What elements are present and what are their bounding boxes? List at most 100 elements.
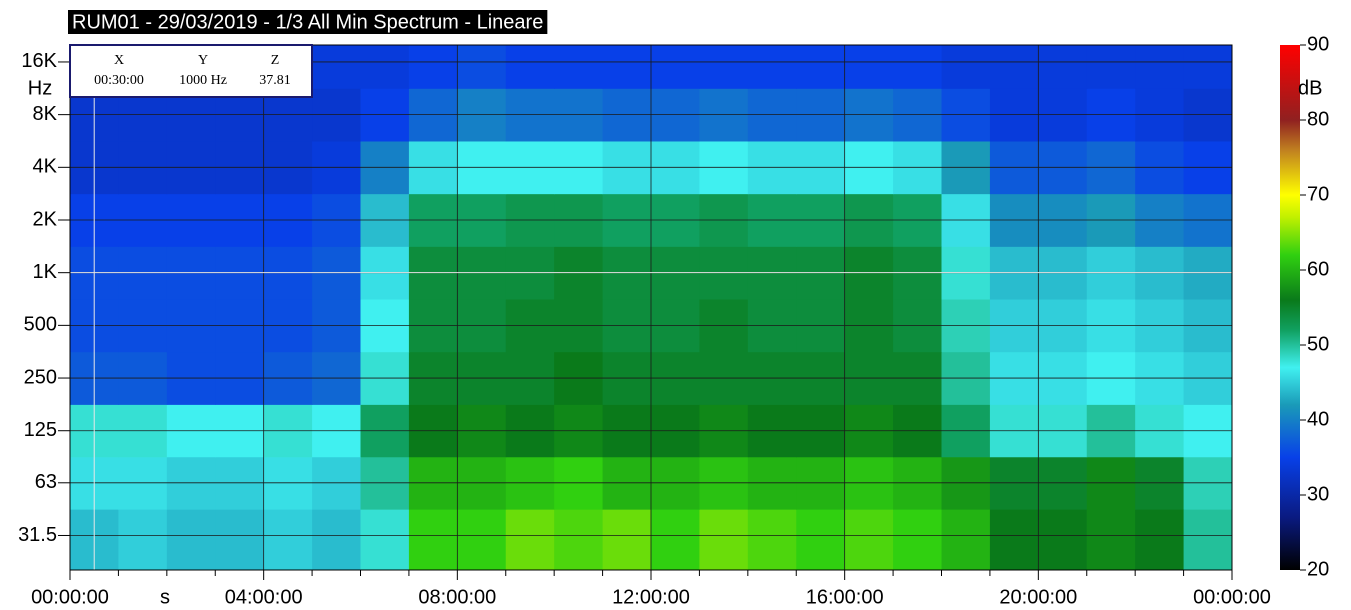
colorbar [1280, 45, 1300, 570]
heat-cell [1135, 509, 1185, 570]
heat-cell [1183, 45, 1232, 89]
heat-cell [408, 509, 458, 570]
cursor-field-name: Y [198, 53, 208, 68]
heat-cell [505, 456, 555, 510]
heat-cell [1086, 509, 1136, 570]
heat-cell [554, 45, 604, 89]
heat-cell [554, 456, 604, 510]
heat-cell [215, 456, 265, 510]
cursor-field-name: X [114, 53, 124, 68]
x-tick-label: 04:00:00 [225, 586, 303, 608]
x-tick-label: 00:00:00 [1193, 586, 1271, 608]
y-tick-label: 4K [33, 156, 58, 178]
y-tick-label: 250 [24, 366, 57, 388]
colorbar-tick-label: 30 [1307, 483, 1329, 505]
x-tick-label: 00:00:00 [31, 586, 109, 608]
heat-cell [408, 45, 458, 89]
heat-cell [215, 509, 265, 570]
heat-cell [312, 509, 361, 570]
heat-cell [651, 456, 700, 510]
heat-cell [747, 45, 797, 89]
heat-cell [1086, 456, 1136, 510]
heat-cell [1135, 45, 1185, 89]
heat-cell [989, 456, 1039, 510]
y-tick-label: 500 [24, 314, 57, 336]
heat-cell [796, 509, 846, 570]
heat-cell [796, 456, 846, 510]
heat-cell [457, 45, 507, 89]
heat-cell [360, 509, 410, 570]
heat-cell [457, 456, 507, 510]
colorbar-tick-label: 20 [1307, 558, 1329, 580]
title-background [68, 10, 548, 34]
heat-cell [602, 509, 652, 570]
heat-cell [1135, 456, 1185, 510]
y-tick-label: 63 [35, 471, 57, 493]
y-tick-label: 8K [33, 103, 58, 125]
heat-cell [118, 509, 168, 570]
colorbar-tick-label: 40 [1307, 408, 1329, 430]
colorbar-tick-label: 60 [1307, 258, 1329, 280]
cursor-info: X 00:30:00 Y 1000 Hz Z 37.81 [69, 44, 313, 98]
cursor-info-box [69, 44, 313, 98]
y-tick-label: 2K [33, 208, 58, 230]
heat-cell [166, 509, 216, 570]
grid [69, 45, 1233, 570]
x-tick-label: 12:00:00 [612, 586, 690, 608]
y-tick-label: 16K [21, 50, 57, 72]
heat-cell [844, 509, 894, 570]
heat-cell [312, 456, 361, 510]
heat-cell [1038, 45, 1088, 89]
cursor-field-value: 1000 Hz [179, 73, 227, 88]
chart-title: RUM01 - 29/03/2019 - 1/3 All Min Spectru… [72, 11, 543, 33]
heat-cell [505, 509, 555, 570]
heat-cell [505, 45, 555, 89]
colorbar-tick-label: 50 [1307, 333, 1329, 355]
heat-cell [651, 509, 700, 570]
heat-cell [118, 456, 168, 510]
colorbar-tick-label: 80 [1307, 108, 1329, 130]
heat-cell [1038, 509, 1088, 570]
heat-cell [699, 509, 749, 570]
heat-cell [844, 45, 894, 89]
heat-cell [651, 45, 700, 89]
heat-cell [263, 509, 313, 570]
heat-cell [844, 456, 894, 510]
heat-cell [360, 456, 410, 510]
heat-cell [893, 45, 942, 89]
cursor-field-value: 37.81 [259, 73, 291, 88]
heat-cell [893, 456, 942, 510]
heat-cell [989, 509, 1039, 570]
heat-cell [408, 456, 458, 510]
y-axis-unit: Hz [28, 77, 52, 99]
heat-cell [1038, 456, 1088, 510]
heat-cell [1183, 509, 1232, 570]
heat-cell [699, 456, 749, 510]
x-tick-label: 08:00:00 [418, 586, 496, 608]
heat-cell [602, 456, 652, 510]
heat-cell [1183, 456, 1232, 510]
heat-cell [1086, 45, 1136, 89]
heat-cell [554, 509, 604, 570]
heat-cell [747, 509, 797, 570]
heat-cell [893, 509, 942, 570]
y-tick-label: 125 [24, 419, 57, 441]
colorbar-unit: dB [1298, 77, 1322, 99]
cursor-field-name: Z [271, 53, 280, 68]
heat-cell [941, 45, 991, 89]
heat-cell [457, 509, 507, 570]
cursor-field-value: 00:30:00 [94, 73, 144, 88]
x-tick-label: 16:00:00 [806, 586, 884, 608]
heat-cell [796, 45, 846, 89]
x-axis-unit: s [160, 586, 170, 608]
colorbar-tick-label: 90 [1307, 33, 1329, 55]
axes: 31.5 63 125 250 500 1K 2K 4K 8K 16K 00:00:00 04:00:… [18, 33, 1329, 608]
heat-cell [602, 45, 652, 89]
heat-cell [941, 509, 991, 570]
y-tick-label: 31.5 [18, 524, 57, 546]
colorbar-tick-label: 70 [1307, 183, 1329, 205]
heat-cell [360, 45, 410, 89]
y-tick-label: 1K [33, 261, 58, 283]
